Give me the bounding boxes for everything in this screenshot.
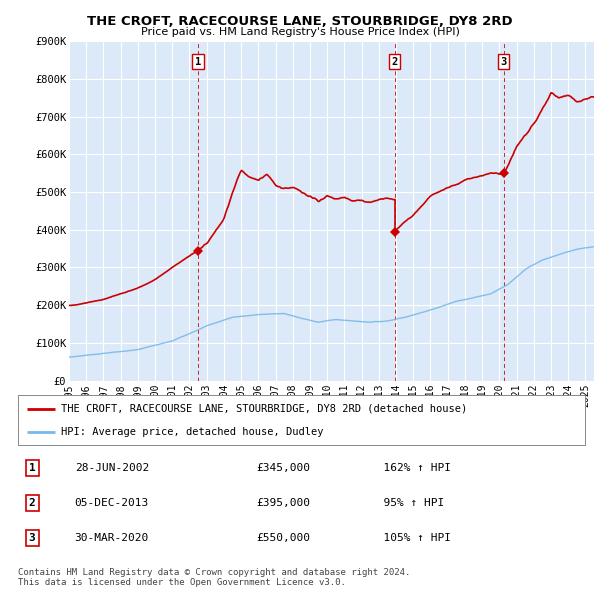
Text: 2: 2 [392,57,398,67]
Text: HPI: Average price, detached house, Dudley: HPI: Average price, detached house, Dudl… [61,427,323,437]
Text: 28-JUN-2002: 28-JUN-2002 [75,463,149,473]
Text: £550,000: £550,000 [256,533,310,543]
Text: 3: 3 [29,533,35,543]
Text: 1: 1 [195,57,201,67]
Text: 30-MAR-2020: 30-MAR-2020 [75,533,149,543]
Text: 95% ↑ HPI: 95% ↑ HPI [370,498,444,508]
Text: 162% ↑ HPI: 162% ↑ HPI [370,463,451,473]
Text: 105% ↑ HPI: 105% ↑ HPI [370,533,451,543]
Text: 05-DEC-2013: 05-DEC-2013 [75,498,149,508]
Text: £345,000: £345,000 [256,463,310,473]
Text: £395,000: £395,000 [256,498,310,508]
Text: THE CROFT, RACECOURSE LANE, STOURBRIDGE, DY8 2RD (detached house): THE CROFT, RACECOURSE LANE, STOURBRIDGE,… [61,404,467,414]
Text: THE CROFT, RACECOURSE LANE, STOURBRIDGE, DY8 2RD: THE CROFT, RACECOURSE LANE, STOURBRIDGE,… [87,15,513,28]
Text: 2: 2 [29,498,35,508]
Text: Contains HM Land Registry data © Crown copyright and database right 2024.
This d: Contains HM Land Registry data © Crown c… [18,568,410,587]
Text: 3: 3 [500,57,507,67]
Text: Price paid vs. HM Land Registry's House Price Index (HPI): Price paid vs. HM Land Registry's House … [140,27,460,37]
Text: 1: 1 [29,463,35,473]
